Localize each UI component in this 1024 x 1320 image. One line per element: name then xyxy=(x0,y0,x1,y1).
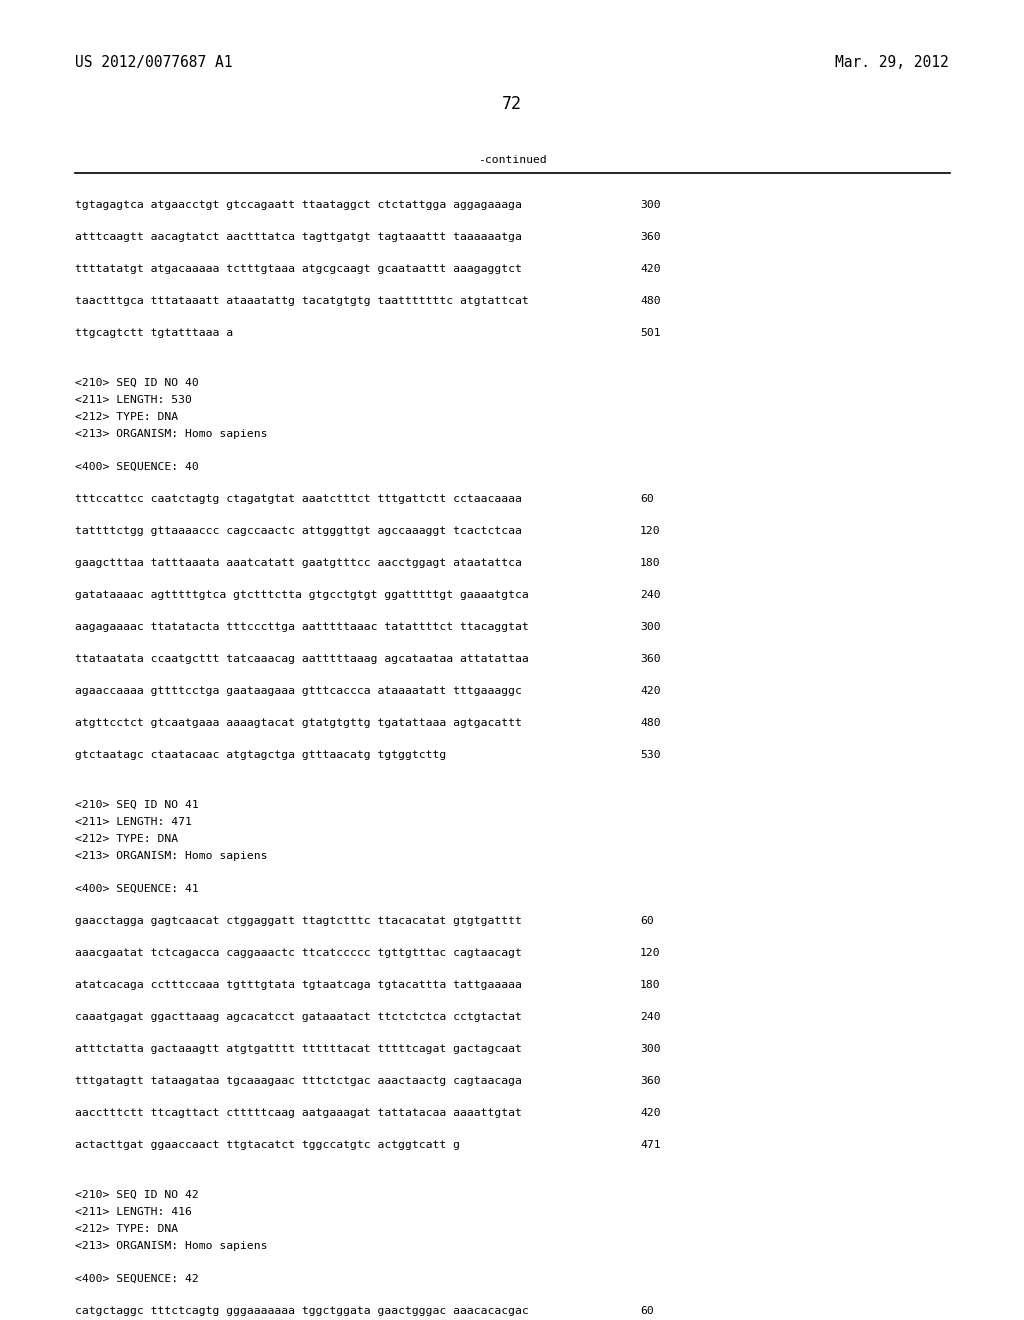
Text: taactttgca tttataaatt ataaatattg tacatgtgtg taatttttttc atgtattcat: taactttgca tttataaatt ataaatattg tacatgt… xyxy=(75,296,528,306)
Text: atatcacaga cctttccaaa tgtttgtata tgtaatcaga tgtacattta tattgaaaaa: atatcacaga cctttccaaa tgtttgtata tgtaatc… xyxy=(75,979,522,990)
Text: 360: 360 xyxy=(640,232,660,242)
Text: 180: 180 xyxy=(640,558,660,568)
Text: ttttatatgt atgacaaaaa tctttgtaaa atgcgcaagt gcaataattt aaagaggtct: ttttatatgt atgacaaaaa tctttgtaaa atgcgca… xyxy=(75,264,522,275)
Text: ttgcagtctt tgtatttaaa a: ttgcagtctt tgtatttaaa a xyxy=(75,327,233,338)
Text: 180: 180 xyxy=(640,979,660,990)
Text: gatataaaac agtttttgtca gtctttctta gtgcctgtgt ggatttttgt gaaaatgtca: gatataaaac agtttttgtca gtctttctta gtgcct… xyxy=(75,590,528,601)
Text: 300: 300 xyxy=(640,1044,660,1053)
Text: 420: 420 xyxy=(640,686,660,696)
Text: tattttctgg gttaaaaccc cagccaactc attgggttgt agccaaaggt tcactctcaa: tattttctgg gttaaaaccc cagccaactc attgggt… xyxy=(75,525,522,536)
Text: 72: 72 xyxy=(502,95,522,114)
Text: 240: 240 xyxy=(640,590,660,601)
Text: <213> ORGANISM: Homo sapiens: <213> ORGANISM: Homo sapiens xyxy=(75,1241,267,1251)
Text: gaacctagga gagtcaacat ctggaggatt ttagtctttc ttacacatat gtgtgatttt: gaacctagga gagtcaacat ctggaggatt ttagtct… xyxy=(75,916,522,927)
Text: aaacgaatat tctcagacca caggaaactc ttcatccccc tgttgtttac cagtaacagt: aaacgaatat tctcagacca caggaaactc ttcatcc… xyxy=(75,948,522,958)
Text: 60: 60 xyxy=(640,916,653,927)
Text: 300: 300 xyxy=(640,201,660,210)
Text: 480: 480 xyxy=(640,296,660,306)
Text: <210> SEQ ID NO 40: <210> SEQ ID NO 40 xyxy=(75,378,199,388)
Text: <212> TYPE: DNA: <212> TYPE: DNA xyxy=(75,834,178,843)
Text: <400> SEQUENCE: 41: <400> SEQUENCE: 41 xyxy=(75,884,199,894)
Text: aagagaaaac ttatatacta tttcccttga aatttttaaac tatattttct ttacaggtat: aagagaaaac ttatatacta tttcccttga aattttt… xyxy=(75,622,528,632)
Text: 120: 120 xyxy=(640,948,660,958)
Text: 530: 530 xyxy=(640,750,660,760)
Text: 420: 420 xyxy=(640,1107,660,1118)
Text: <400> SEQUENCE: 40: <400> SEQUENCE: 40 xyxy=(75,462,199,473)
Text: 120: 120 xyxy=(640,525,660,536)
Text: 420: 420 xyxy=(640,264,660,275)
Text: atttctatta gactaaagtt atgtgatttt ttttttacat tttttcagat gactagcaat: atttctatta gactaaagtt atgtgatttt tttttta… xyxy=(75,1044,522,1053)
Text: Mar. 29, 2012: Mar. 29, 2012 xyxy=(836,55,949,70)
Text: atgttcctct gtcaatgaaa aaaagtacat gtatgtgttg tgatattaaa agtgacattt: atgttcctct gtcaatgaaa aaaagtacat gtatgtg… xyxy=(75,718,522,729)
Text: <210> SEQ ID NO 42: <210> SEQ ID NO 42 xyxy=(75,1191,199,1200)
Text: <400> SEQUENCE: 42: <400> SEQUENCE: 42 xyxy=(75,1274,199,1284)
Text: <211> LENGTH: 471: <211> LENGTH: 471 xyxy=(75,817,191,828)
Text: 60: 60 xyxy=(640,1305,653,1316)
Text: tgtagagtca atgaacctgt gtccagaatt ttaataggct ctctattgga aggagaaaga: tgtagagtca atgaacctgt gtccagaatt ttaatag… xyxy=(75,201,522,210)
Text: <210> SEQ ID NO 41: <210> SEQ ID NO 41 xyxy=(75,800,199,810)
Text: <212> TYPE: DNA: <212> TYPE: DNA xyxy=(75,1224,178,1234)
Text: atttcaagtt aacagtatct aactttatca tagttgatgt tagtaaattt taaaaaatga: atttcaagtt aacagtatct aactttatca tagttga… xyxy=(75,232,522,242)
Text: tttccattcc caatctagtg ctagatgtat aaatctttct tttgattctt cctaacaaaa: tttccattcc caatctagtg ctagatgtat aaatctt… xyxy=(75,494,522,504)
Text: -continued: -continued xyxy=(477,154,547,165)
Text: 501: 501 xyxy=(640,327,660,338)
Text: gaagctttaa tatttaaata aaatcatatt gaatgtttcc aacctggagt ataatattca: gaagctttaa tatttaaata aaatcatatt gaatgtt… xyxy=(75,558,522,568)
Text: 360: 360 xyxy=(640,1076,660,1086)
Text: tttgatagtt tataagataa tgcaaagaac tttctctgac aaactaactg cagtaacaga: tttgatagtt tataagataa tgcaaagaac tttctct… xyxy=(75,1076,522,1086)
Text: <211> LENGTH: 530: <211> LENGTH: 530 xyxy=(75,395,191,405)
Text: <213> ORGANISM: Homo sapiens: <213> ORGANISM: Homo sapiens xyxy=(75,429,267,440)
Text: ttataatata ccaatgcttt tatcaaacag aatttttaaag agcataataa attatattaa: ttataatata ccaatgcttt tatcaaacag aattttt… xyxy=(75,653,528,664)
Text: 360: 360 xyxy=(640,653,660,664)
Text: <211> LENGTH: 416: <211> LENGTH: 416 xyxy=(75,1206,191,1217)
Text: catgctaggc tttctcagtg gggaaaaaaa tggctggata gaactgggac aaacacacgac: catgctaggc tttctcagtg gggaaaaaaa tggctgg… xyxy=(75,1305,528,1316)
Text: US 2012/0077687 A1: US 2012/0077687 A1 xyxy=(75,55,232,70)
Text: <212> TYPE: DNA: <212> TYPE: DNA xyxy=(75,412,178,422)
Text: 480: 480 xyxy=(640,718,660,729)
Text: 471: 471 xyxy=(640,1140,660,1150)
Text: caaatgagat ggacttaaag agcacatcct gataaatact ttctctctca cctgtactat: caaatgagat ggacttaaag agcacatcct gataaat… xyxy=(75,1012,522,1022)
Text: <213> ORGANISM: Homo sapiens: <213> ORGANISM: Homo sapiens xyxy=(75,851,267,861)
Text: actacttgat ggaaccaact ttgtacatct tggccatgtc actggtcatt g: actacttgat ggaaccaact ttgtacatct tggccat… xyxy=(75,1140,460,1150)
Text: 60: 60 xyxy=(640,494,653,504)
Text: aacctttctt ttcagttact ctttttcaag aatgaaagat tattatacaa aaaattgtat: aacctttctt ttcagttact ctttttcaag aatgaaa… xyxy=(75,1107,522,1118)
Text: gtctaatagc ctaatacaac atgtagctga gtttaacatg tgtggtcttg: gtctaatagc ctaatacaac atgtagctga gtttaac… xyxy=(75,750,446,760)
Text: 300: 300 xyxy=(640,622,660,632)
Text: 240: 240 xyxy=(640,1012,660,1022)
Text: agaaccaaaa gttttcctga gaataagaaa gtttcaccca ataaaatatt tttgaaaggc: agaaccaaaa gttttcctga gaataagaaa gtttcac… xyxy=(75,686,522,696)
